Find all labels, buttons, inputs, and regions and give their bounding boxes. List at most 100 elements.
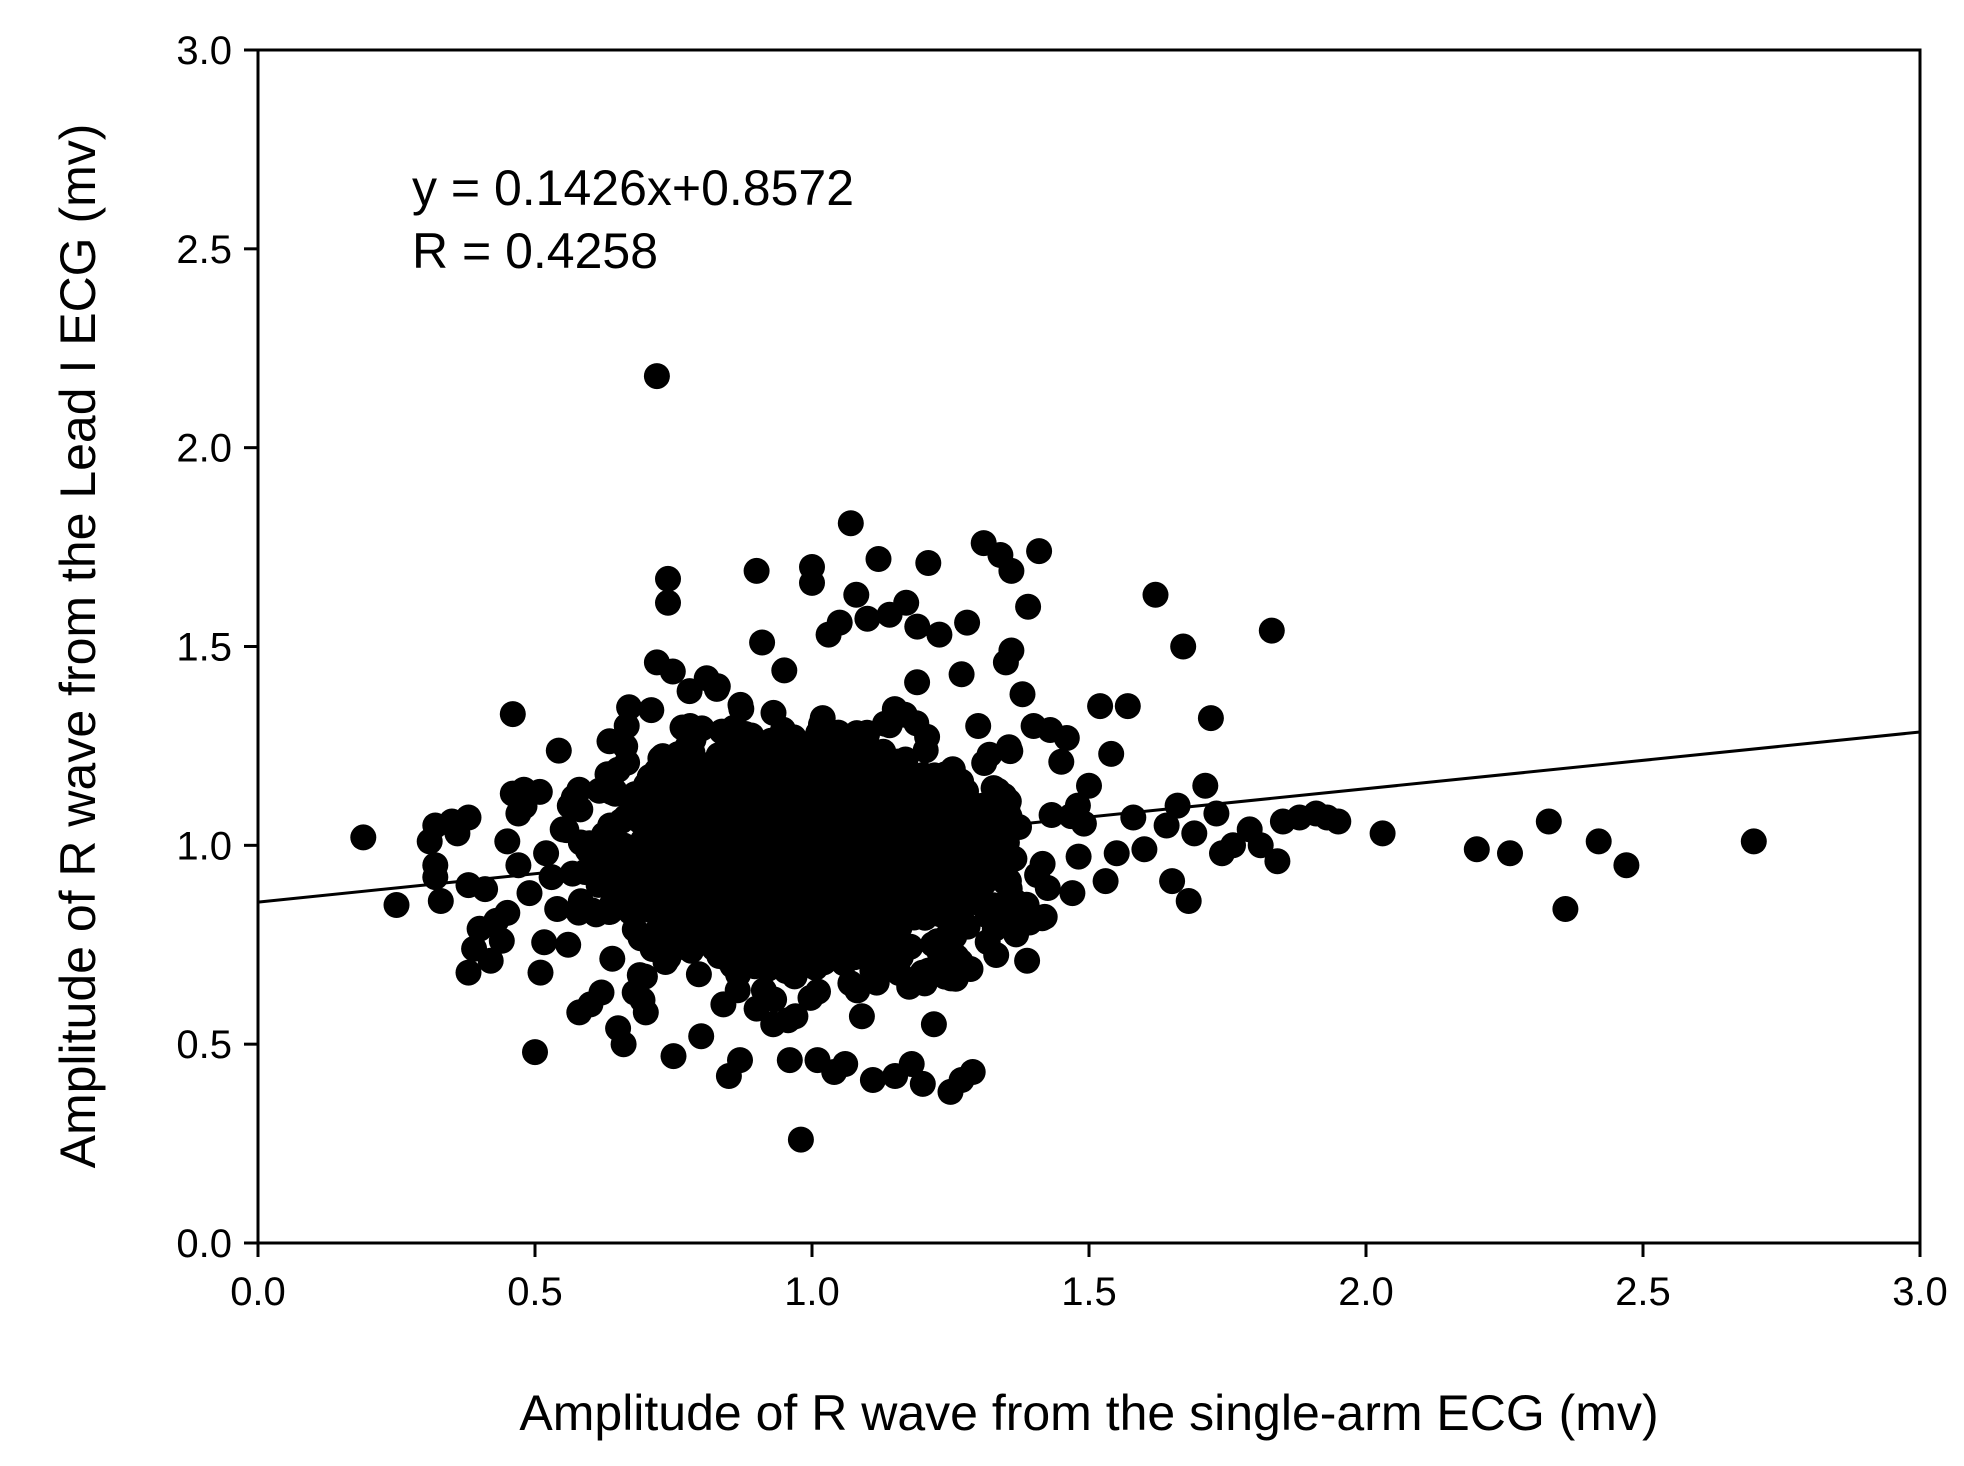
data-point-58 (727, 1047, 753, 1074)
cluster-point (882, 810, 909, 837)
data-point-53 (688, 1023, 715, 1050)
cluster-point (545, 737, 572, 764)
regression-line (257, 730, 1921, 904)
data-point-65 (782, 1003, 809, 1030)
data-point-117 (1098, 740, 1125, 767)
data-point-37 (582, 852, 609, 879)
data-point-48 (643, 649, 670, 676)
cluster-point (806, 923, 832, 950)
cluster-point (685, 961, 712, 988)
data-point-14 (472, 876, 499, 903)
cluster-point (780, 724, 807, 751)
cluster-point (688, 889, 715, 916)
cluster-point (845, 906, 872, 933)
data-point-63 (771, 657, 798, 684)
cluster-point (596, 728, 623, 755)
data-point-45 (632, 999, 659, 1026)
cluster-point (923, 839, 950, 866)
y-tick-label-3: 1.5 (176, 626, 232, 670)
x-tick-label-6: 3.0 (1892, 1270, 1948, 1314)
data-point-103 (1004, 907, 1030, 934)
cluster-point (750, 977, 777, 1004)
cluster-point (800, 761, 827, 788)
cluster-point (828, 806, 855, 833)
data-point-50 (655, 589, 681, 616)
cluster-point (932, 761, 959, 788)
data-point-127 (1175, 888, 1202, 914)
data-point-49 (655, 565, 681, 592)
data-point-92 (948, 661, 975, 688)
cluster-point (828, 948, 855, 974)
data-point-55 (704, 673, 731, 700)
y-tick-label-0: 0.0 (176, 1222, 232, 1266)
cluster-point (976, 741, 1003, 768)
cluster-point (882, 783, 909, 810)
y-tick-label-4: 2.0 (176, 427, 232, 471)
data-point-31 (549, 816, 576, 843)
axis-ticks: 0.0 0.5 1.0 1.5 2.0 2.5 3.0 0.0 0.5 1.0 1.5 2.0 2.5 3… (176, 29, 1947, 1314)
data-point-47 (643, 363, 670, 390)
data-point-77 (854, 605, 881, 632)
cluster-point (639, 870, 666, 897)
data-points (350, 363, 1767, 1153)
data-point-150 (1740, 828, 1767, 855)
cluster-point (854, 848, 881, 875)
cluster-point (715, 811, 742, 838)
cluster-point (599, 945, 626, 972)
data-point-143 (1369, 820, 1396, 847)
cluster-point (531, 929, 558, 956)
cluster-point (995, 803, 1022, 830)
data-point-26 (522, 1039, 548, 1066)
data-point-38 (588, 979, 615, 1006)
data-point-78 (859, 1067, 886, 1093)
cluster-point (700, 923, 727, 950)
data-point-51 (660, 1043, 687, 1070)
data-point-107 (1026, 538, 1053, 565)
data-point-125 (1164, 792, 1191, 819)
cluster-point (1034, 875, 1061, 901)
data-point-83 (898, 1051, 925, 1077)
data-point-86 (915, 550, 942, 576)
cluster-point (780, 778, 807, 805)
data-point-149 (1613, 852, 1640, 879)
x-tick-label-0: 0.0 (230, 1270, 286, 1314)
data-point-129 (1192, 772, 1219, 799)
data-point-114 (1076, 772, 1102, 799)
data-point-79 (865, 546, 892, 572)
x-tick-label-5: 2.5 (1615, 1270, 1671, 1314)
data-point-118 (1103, 840, 1130, 867)
data-point-68 (799, 569, 825, 596)
data-point-110 (1048, 748, 1075, 775)
data-point-6 (427, 888, 454, 914)
data-point-115 (1087, 693, 1114, 720)
data-point-74 (837, 510, 864, 537)
r-value-annotation: R = 0.4258 (412, 223, 658, 279)
data-point-87 (920, 1011, 947, 1038)
data-point-89 (932, 963, 958, 990)
data-point-98 (981, 915, 1008, 942)
x-tick-label-4: 2.0 (1338, 1270, 1394, 1314)
cluster-point (780, 922, 807, 949)
data-point-101 (998, 557, 1025, 584)
data-point-144 (1463, 836, 1490, 863)
cluster-point (982, 783, 1008, 810)
cluster-point (932, 812, 959, 839)
data-point-73 (832, 1051, 859, 1077)
cluster-point (871, 926, 898, 953)
data-point-94 (954, 609, 981, 636)
data-point-24 (510, 776, 537, 803)
y-tick-label-2: 1.0 (176, 824, 232, 868)
cluster-point (1001, 845, 1028, 872)
data-point-61 (749, 629, 776, 656)
data-point-28 (533, 840, 560, 867)
cluster-point (1014, 947, 1041, 974)
cluster-point (820, 729, 846, 756)
cluster-point (751, 738, 777, 765)
data-point-30 (544, 896, 571, 922)
cluster-point (760, 699, 787, 726)
data-point-104 (1009, 681, 1036, 708)
y-tick-label-6: 3.0 (176, 29, 232, 73)
cluster-point (931, 791, 958, 817)
data-point-135 (1247, 832, 1274, 859)
